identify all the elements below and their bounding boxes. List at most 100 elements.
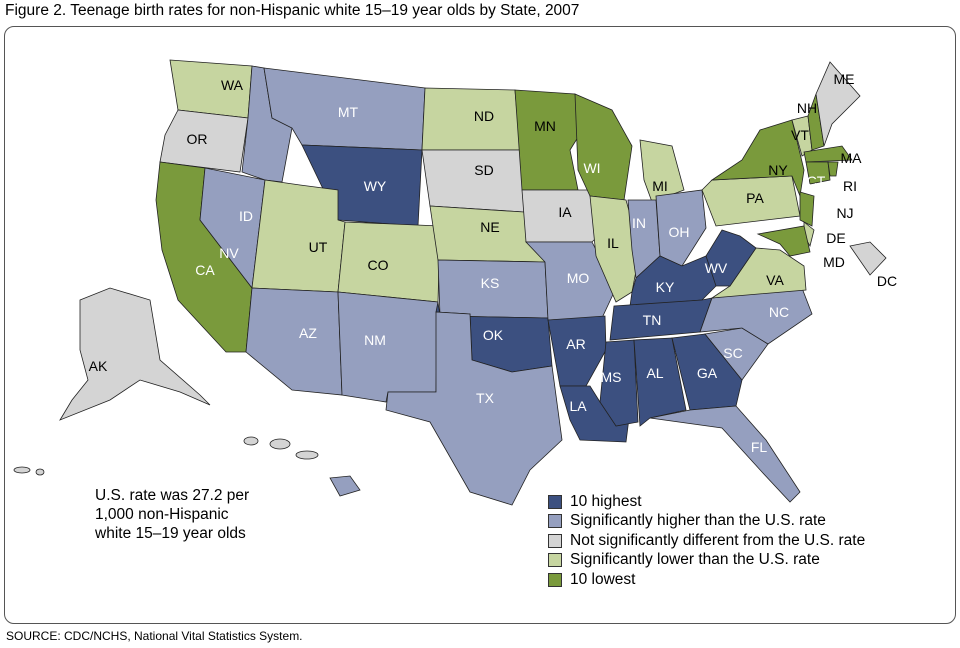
state-pa <box>701 175 801 227</box>
state-nm <box>337 291 439 403</box>
state-label-id: ID <box>239 208 253 224</box>
state-label-mi: MI <box>652 178 668 194</box>
island <box>243 436 259 446</box>
state-label-sc: SC <box>723 345 742 361</box>
island <box>35 468 45 476</box>
state-label-ut: UT <box>309 239 328 255</box>
state-nj <box>799 191 815 227</box>
state-ct <box>805 161 831 185</box>
map-frame <box>4 26 956 624</box>
state-label-ak: AK <box>89 358 108 374</box>
legend-swatch <box>548 494 562 509</box>
state-fl <box>649 405 801 503</box>
state-sd <box>421 149 525 213</box>
note-line: U.S. rate was 27.2 per <box>95 487 250 504</box>
state-label-sd: SD <box>474 162 493 178</box>
note-line: white 15–19 year olds <box>95 525 246 542</box>
state-tx <box>385 311 563 506</box>
state-label-ia: IA <box>558 204 572 220</box>
state-label-fl: FL <box>751 439 768 455</box>
state-label-tn: TN <box>643 312 662 328</box>
state-label-nv: NV <box>219 245 239 261</box>
state-ak <box>59 287 211 421</box>
state-md <box>756 225 811 257</box>
state-ga <box>671 333 743 411</box>
state-label-ny: NY <box>768 162 788 178</box>
state-ms <box>599 339 639 427</box>
state-ri <box>827 161 839 177</box>
state-label-ne: NE <box>480 219 499 235</box>
state-label-ms: MS <box>601 369 622 385</box>
state-label-me: ME <box>834 71 855 87</box>
state-label-ct: CT <box>807 173 826 189</box>
state-label-ar: AR <box>566 336 585 352</box>
state-label-mt: MT <box>338 104 359 120</box>
state-label-la: LA <box>569 398 587 414</box>
island <box>13 466 31 474</box>
state-label-ks: KS <box>481 275 500 291</box>
state-me <box>815 61 861 147</box>
state-label-wa: WA <box>221 77 244 93</box>
state-label-al: AL <box>646 365 663 381</box>
legend: 10 highest Significantly higher than the … <box>548 492 865 590</box>
state-label-ca: CA <box>195 262 215 278</box>
state-label-oh: OH <box>669 224 690 240</box>
legend-label: 10 highest <box>570 492 642 510</box>
state-la <box>559 385 631 443</box>
source-note: SOURCE: CDC/NCHS, National Vital Statist… <box>6 629 303 643</box>
legend-swatch <box>548 572 562 587</box>
state-label-ga: GA <box>697 365 718 381</box>
state-label-pa: PA <box>746 190 764 206</box>
state-wv <box>705 229 757 287</box>
state-label-vt: VT <box>791 127 809 143</box>
legend-item: Significantly higher than the U.S. rate <box>548 512 865 532</box>
state-label-ky: KY <box>656 279 675 295</box>
legend-swatch <box>548 553 562 568</box>
state-label-in: IN <box>632 215 646 231</box>
legend-item: 10 highest <box>548 492 865 512</box>
state-label-ok: OK <box>483 327 504 343</box>
state-label-mo: MO <box>567 270 590 286</box>
state-label-md: MD <box>823 254 845 270</box>
state-label-ma: MA <box>841 150 863 166</box>
legend-label: 10 lowest <box>570 570 636 588</box>
state-label-il: IL <box>607 235 619 251</box>
note-line: 1,000 non-Hispanic <box>95 506 229 523</box>
state-oh <box>655 189 707 267</box>
us-rate-note: U.S. rate was 27.2 per 1,000 non-Hispani… <box>95 486 249 543</box>
state-label-de: DE <box>826 230 845 246</box>
state-label-hi: HI <box>318 464 332 480</box>
legend-label: Not significantly different from the U.S… <box>570 531 866 549</box>
legend-item: Not significantly different from the U.S… <box>548 531 865 551</box>
island <box>295 450 319 460</box>
state-label-wv: WV <box>705 260 728 276</box>
state-label-nj: NJ <box>836 205 853 221</box>
state-label-co: CO <box>368 257 389 273</box>
state-label-mn: MN <box>534 118 556 134</box>
state-label-nc: NC <box>769 304 789 320</box>
state-dc <box>849 241 887 276</box>
state-label-wi: WI <box>583 160 600 176</box>
state-az <box>245 287 343 396</box>
legend-label: Significantly higher than the U.S. rate <box>570 512 826 530</box>
state-label-nh: NH <box>797 100 817 116</box>
legend-swatch <box>548 514 562 529</box>
state-ma <box>803 145 853 163</box>
legend-item: 10 lowest <box>548 570 865 590</box>
state-label-ri: RI <box>843 178 857 194</box>
island <box>269 438 291 450</box>
state-label-tx: TX <box>476 390 495 406</box>
state-label-nm: NM <box>364 332 386 348</box>
state-ut <box>251 179 346 293</box>
state-label-nd: ND <box>474 108 494 124</box>
state-ar <box>547 315 607 387</box>
state-label-wy: WY <box>364 178 387 194</box>
legend-label: Significantly lower than the U.S. rate <box>570 551 820 569</box>
state-nd <box>421 87 521 151</box>
state-label-az: AZ <box>299 325 317 341</box>
state-hi <box>329 475 361 497</box>
state-label-dc: DC <box>877 273 897 289</box>
state-label-va: VA <box>766 272 784 288</box>
state-co <box>337 221 441 303</box>
